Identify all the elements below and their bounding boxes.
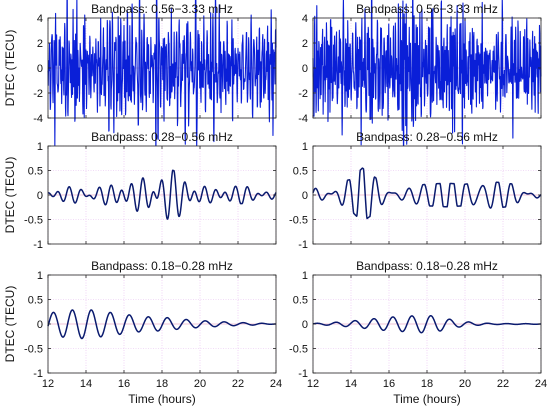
y-axis-label: DTEC (TECU) [3,286,17,363]
series-line [312,315,542,334]
y-tick-label: 0 [302,319,308,331]
panel-4: -1 -0.5 0 0.5 1 Bandpass: 0.28−0.56 mHz [289,130,542,251]
x-tick-label: 14 [345,378,357,390]
y-tick-label: 1 [37,141,43,153]
x-tick-label: 16 [383,378,395,390]
panel-2: -4 -2 0 2 4 Bandpass: 0.56−3.33 mHz [298,0,542,151]
x-tick-label: 12 [307,378,319,390]
y-tick-label: -4 [33,113,43,125]
y-axis-label: DTEC (TECU) [3,157,17,234]
x-tick-label: 12 [42,378,54,390]
x-tick-label: 18 [421,378,433,390]
series-line [312,167,542,220]
y-tick-label: 4 [302,13,308,25]
y-tick-label: -2 [33,88,43,100]
y-tick-label: 0 [302,190,308,202]
y-tick-label: 0 [37,319,43,331]
y-tick-label: 1 [302,270,308,282]
series-line [312,0,542,151]
y-tick-label: -1 [298,239,308,251]
y-tick-label: -1 [298,368,308,380]
y-tick-label: -0.5 [24,344,43,356]
y-tick-label: 0.5 [28,166,43,178]
x-tick-label: 22 [232,378,244,390]
y-tick-label: 0.5 [28,295,43,307]
x-tick-label: 20 [459,378,471,390]
x-tick-label: 22 [497,378,509,390]
y-axis-label: DTEC (TECU) [3,30,17,107]
series-line [47,309,277,340]
y-tick-label: 0 [302,63,308,75]
x-tick-label: 24 [535,378,547,390]
x-axis-label: Time (hours) [128,392,196,406]
y-tick-label: 0 [37,190,43,202]
x-tick-label: 16 [118,378,130,390]
x-tick-label: 18 [156,378,168,390]
panel-title: Bandpass: 0.56−3.33 mHz [356,2,498,16]
panel-title: Bandpass: 0.56−3.33 mHz [91,2,233,16]
panel-6: -1 -0.5 0 0.5 1 12 14 16 18 20 22 24 Bandpass: 0.18−… [289,259,547,406]
series-line [47,169,277,220]
y-tick-label: 0 [37,63,43,75]
panel-5: -1 -0.5 0 0.5 1 12 14 16 18 20 22 24 Bandpass: 0.18−… [3,259,282,406]
panel-3: -1 -0.5 0 0.5 1 Bandpass: 0.28−0.56 mHz DTEC (… [3,130,277,251]
y-tick-label: -1 [33,239,43,251]
panel-title: Bandpass: 0.18−0.28 mHz [91,259,233,273]
y-tick-label: -0.5 [289,215,308,227]
panel-1: -4 -2 0 2 4 Bandpass: 0.56−3.33 mHz DTEC (TECU… [3,0,277,158]
y-tick-label: 1 [37,270,43,282]
y-tick-label: 2 [37,38,43,50]
y-tick-label: 0.5 [293,295,308,307]
panel-title: Bandpass: 0.28−0.56 mHz [356,130,498,144]
x-axis-label: Time (hours) [393,392,461,406]
y-tick-label: 2 [302,38,308,50]
y-tick-label: -1 [33,368,43,380]
series-line [47,0,277,158]
y-tick-label: -2 [298,88,308,100]
panel-title: Bandpass: 0.18−0.28 mHz [356,259,498,273]
y-tick-label: 1 [302,141,308,153]
y-tick-label: 0.5 [293,166,308,178]
x-tick-label: 24 [270,378,282,390]
x-tick-label: 14 [80,378,92,390]
panel-title: Bandpass: 0.28−0.56 mHz [91,130,233,144]
y-tick-label: 4 [37,13,43,25]
y-tick-label: -0.5 [24,215,43,227]
y-tick-label: -4 [298,113,308,125]
y-tick-label: -0.5 [289,344,308,356]
x-tick-label: 20 [194,378,206,390]
